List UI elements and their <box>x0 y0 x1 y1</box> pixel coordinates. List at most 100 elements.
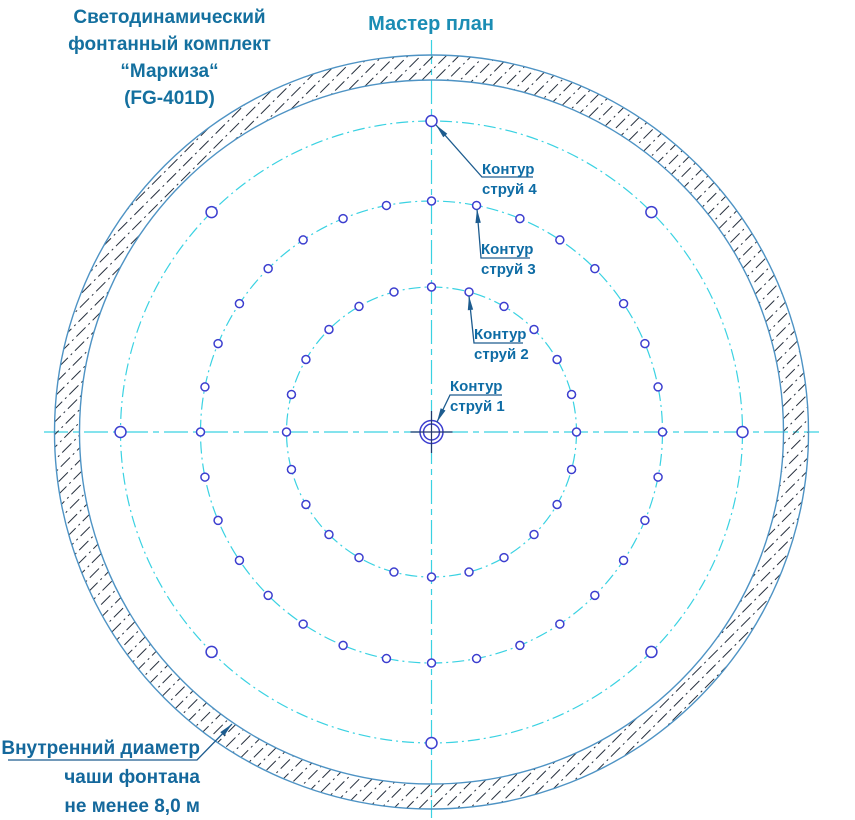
jet-marker-contour-3 <box>381 200 392 211</box>
jet-marker-contour-2 <box>464 287 474 297</box>
jet-marker-contour-3 <box>338 640 348 651</box>
jet-marker-contour-3 <box>338 213 348 224</box>
jet-marker-contour-4 <box>425 114 438 128</box>
jet-marker-contour-4 <box>425 736 438 750</box>
jet-marker-contour-3 <box>426 196 437 206</box>
jet-marker-contour-2 <box>529 529 539 540</box>
note-leader-arrowhead <box>220 724 232 736</box>
contour-4-label: Контур струй 4 <box>482 160 537 200</box>
jet-marker-contour-3 <box>515 640 525 651</box>
jet-marker-contour-2 <box>529 324 539 335</box>
jet-marker-contour-3 <box>200 472 210 482</box>
contour-4-label-line-1: Контур <box>482 161 535 178</box>
jet-marker-contour-3 <box>381 653 392 664</box>
jet-marker-contour-3 <box>426 658 437 668</box>
jet-marker-contour-3 <box>653 382 663 392</box>
contour-2-leader-arrowhead <box>467 296 474 311</box>
contour-3-label: Контур струй 3 <box>481 240 536 280</box>
note-leader <box>8 723 233 761</box>
jet-marker-contour-2 <box>464 567 474 577</box>
contour-1-label-line-1: Контур <box>450 378 503 395</box>
jet-marker-contour-2 <box>426 572 437 582</box>
jet-markers <box>114 114 749 750</box>
jet-marker-contour-2 <box>354 552 364 563</box>
jet-marker-contour-4 <box>645 645 658 659</box>
jet-marker-contour-3 <box>298 235 308 245</box>
jet-marker-contour-3 <box>195 427 206 437</box>
jet-marker-contour-3 <box>234 298 245 309</box>
jet-marker-contour-3 <box>234 555 245 566</box>
bowl-outer-edge <box>53 54 810 810</box>
jet-marker-contour-3 <box>640 338 650 349</box>
note-line-3: не менее 8,0 м <box>64 796 200 817</box>
contour-2-leader <box>468 295 523 344</box>
note-line-1: Внутренний диаметр <box>1 738 200 759</box>
jet-marker-contour-2 <box>324 324 334 335</box>
jet-marker-contour-2 <box>566 389 577 400</box>
contour-1-leader-arrowhead <box>437 408 446 422</box>
jet-marker-contour-4 <box>645 205 658 219</box>
jet-marker-contour-3 <box>555 619 565 629</box>
jet-marker-contour-2 <box>389 287 399 297</box>
jet-marker-contour-2 <box>426 282 437 292</box>
product-title-line-3: “Маркиза“ <box>120 61 219 82</box>
bowl-diameter-note: Внутренний диаметр чаши фонтана не менее… <box>0 734 200 820</box>
jet-marker-contour-4 <box>205 645 218 659</box>
jet-marker-contour-2 <box>499 552 509 563</box>
jet-marker-contour-3 <box>590 590 600 601</box>
jet-marker-contour-2 <box>301 499 311 510</box>
jet-marker-contour-2 <box>324 529 334 540</box>
jet-marker-contour-3 <box>618 298 629 309</box>
jet-marker-contour-3 <box>263 263 273 274</box>
product-title-line-4: (FG-401D) <box>124 88 215 109</box>
contour-2-label-line-2: струй 2 <box>474 346 529 363</box>
jet-marker-contour-2 <box>566 464 577 475</box>
jet-marker-contour-4 <box>205 205 218 219</box>
jet-marker-contour-3 <box>263 590 273 601</box>
jet-marker-contour-2 <box>389 567 399 577</box>
contour-1-label: Контур струй 1 <box>450 377 505 417</box>
contour-3-leader-arrowhead <box>475 209 481 224</box>
contour-4-leader <box>435 124 533 178</box>
jet-marker-contour-2 <box>286 464 297 475</box>
contour-4-label-line-2: струй 4 <box>482 181 537 198</box>
jet-marker-contour-2 <box>499 301 509 312</box>
bowl-inner-edge <box>78 79 785 785</box>
contour-4-leader-arrowhead <box>436 125 448 138</box>
jet-marker-contour-3 <box>653 472 663 482</box>
jet-marker-contour-3 <box>298 619 308 629</box>
jet-marker-contour-3 <box>657 427 668 437</box>
jet-marker-contour-3 <box>590 263 600 274</box>
jet-marker-contour-2 <box>552 499 562 510</box>
jet-marker-contour-3 <box>213 338 223 349</box>
contour-3-label-line-2: струй 3 <box>481 261 536 278</box>
jet-marker-contour-3 <box>471 653 482 664</box>
leader-lines <box>8 124 533 761</box>
note-line-2: чаши фонтана <box>64 767 200 788</box>
jet-marker-contour-3 <box>640 515 650 526</box>
product-title-line-2: фонтанный комплект <box>68 34 271 55</box>
product-title-line-1: Светодинамический <box>73 7 266 28</box>
jet-marker-contour-4 <box>114 425 127 439</box>
jet-marker-contour-3 <box>200 382 210 392</box>
contour-3-leader <box>476 208 530 259</box>
jet-marker-contour-2 <box>552 354 562 365</box>
contour-2-label: Контур струй 2 <box>474 325 529 365</box>
jet-marker-contour-3 <box>471 200 482 211</box>
jet-marker-contour-3 <box>213 515 223 526</box>
jet-marker-contour-2 <box>281 427 292 437</box>
contour-1-label-line-2: струй 1 <box>450 398 505 415</box>
drawing-title: Мастер план <box>368 13 494 35</box>
jet-marker-contour-2 <box>286 389 297 400</box>
jet-marker-contour-3 <box>618 555 629 566</box>
jet-marker-contour-3 <box>555 235 565 245</box>
contour-2-label-line-1: Контур <box>474 326 527 343</box>
contour-3-label-line-1: Контур <box>481 241 534 258</box>
jet-marker-contour-2 <box>354 301 364 312</box>
jet-marker-contour-4 <box>736 425 749 439</box>
jet-marker-contour-2 <box>571 427 582 437</box>
fountain-bowl-ring <box>53 54 810 810</box>
center-jet <box>410 411 453 453</box>
